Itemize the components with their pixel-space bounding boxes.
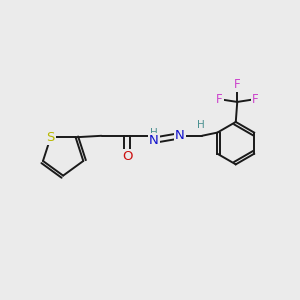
Text: F: F [234,78,241,92]
Text: S: S [46,131,55,144]
Text: N: N [149,134,159,147]
Text: F: F [216,93,223,106]
Text: O: O [122,151,133,164]
Text: F: F [252,93,258,106]
Text: H: H [150,128,158,138]
Text: H: H [196,120,204,130]
Text: N: N [175,129,185,142]
